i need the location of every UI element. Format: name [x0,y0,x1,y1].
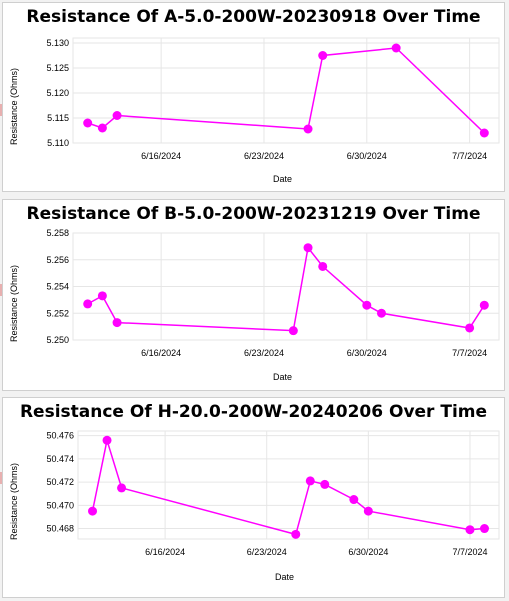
series-line [87,245,485,332]
chart-panel-b: Resistance Of B-5.0-200W-20231219 Over T… [2,199,505,391]
data-point[interactable] [117,483,127,493]
x-tick-label: 6/23/2024 [247,547,287,557]
y-tick-label: 50.470 [46,500,74,510]
data-point[interactable] [83,299,93,309]
data-point[interactable] [291,529,301,539]
line-chart-a: 5.110 5.115 5.120 5.125 5.130 6/16/2024 6/23/2… [46,37,500,161]
window-edge-mark [0,284,2,296]
x-axis-label: Date [273,174,293,184]
data-point[interactable] [318,261,328,271]
y-tick-label: 50.474 [46,454,74,464]
y-tick-label: 5.125 [46,63,69,73]
data-point[interactable] [88,506,98,516]
data-point[interactable] [391,43,401,53]
y-tick-label: 5.110 [47,138,69,148]
chart-panel-a: Resistance Of A-5.0-200W-20230918 Over T… [2,2,505,192]
y-tick-label: 5.252 [46,308,69,318]
y-tick-label: 5.258 [46,228,69,238]
x-tick-label: 6/30/2024 [348,547,388,557]
data-point[interactable] [465,525,475,535]
data-point[interactable] [112,318,122,328]
chart-panel-h: Resistance Of H-20.0-200W-20240206 Over … [2,397,505,598]
data-point[interactable] [303,124,313,134]
window-edge-mark [0,472,2,484]
data-point[interactable] [97,291,107,301]
y-tick-label: 50.476 [46,431,74,441]
plot-area [77,430,500,540]
data-point[interactable] [318,51,328,60]
x-tick-label: 6/16/2024 [141,348,181,358]
y-tick-label: 5.130 [46,38,69,48]
x-tick-label: 6/30/2024 [347,348,387,358]
data-point[interactable] [288,326,298,336]
y-tick-label: 5.254 [46,282,69,292]
line-chart-b: 5.250 5.252 5.254 5.256 5.258 6/16/2024 6/23/2… [46,228,500,358]
data-point[interactable] [363,506,373,516]
data-point[interactable] [303,243,313,253]
data-point[interactable] [83,118,93,128]
chart-title: Resistance Of H-20.0-200W-20240206 Over … [19,402,488,422]
data-point[interactable] [479,300,489,310]
data-point[interactable] [479,524,489,534]
x-tick-label: 6/23/2024 [244,151,284,161]
data-point[interactable] [97,123,107,133]
y-tick-label: 5.115 [47,113,69,123]
data-point[interactable] [465,323,475,333]
y-tick-label: 5.120 [46,88,69,98]
data-point[interactable] [362,300,372,310]
x-tick-label: 7/7/2024 [452,151,487,161]
data-point[interactable] [479,128,489,138]
chart-title: Resistance Of A-5.0-200W-20230918 Over T… [26,7,481,27]
series-line [87,47,485,134]
y-tick-label: 50.468 [46,524,74,534]
data-point[interactable] [376,308,386,318]
window-edge-mark [0,104,2,116]
line-chart-h: 50.468 50.470 50.472 50.474 50.476 6/16/2024 6… [46,430,500,557]
x-tick-label: 7/7/2024 [452,348,487,358]
x-tick-label: 6/16/2024 [145,547,185,557]
x-tick-label: 6/30/2024 [347,151,387,161]
y-tick-label: 50.472 [46,477,74,487]
data-point[interactable] [102,435,112,445]
data-point[interactable] [349,495,359,505]
series-line [91,440,485,536]
x-axis-label: Date [273,372,293,382]
y-tick-label: 5.256 [46,255,69,265]
x-tick-label: 7/7/2024 [452,547,487,557]
data-point[interactable] [112,111,122,120]
chart-title: Resistance Of B-5.0-200W-20231219 Over T… [26,204,481,224]
data-point[interactable] [305,476,315,486]
y-tick-label: 5.250 [46,335,69,345]
x-tick-label: 6/23/2024 [244,348,284,358]
x-axis-label: Date [275,572,295,582]
data-point[interactable] [320,479,330,489]
x-tick-label: 6/16/2024 [141,151,181,161]
